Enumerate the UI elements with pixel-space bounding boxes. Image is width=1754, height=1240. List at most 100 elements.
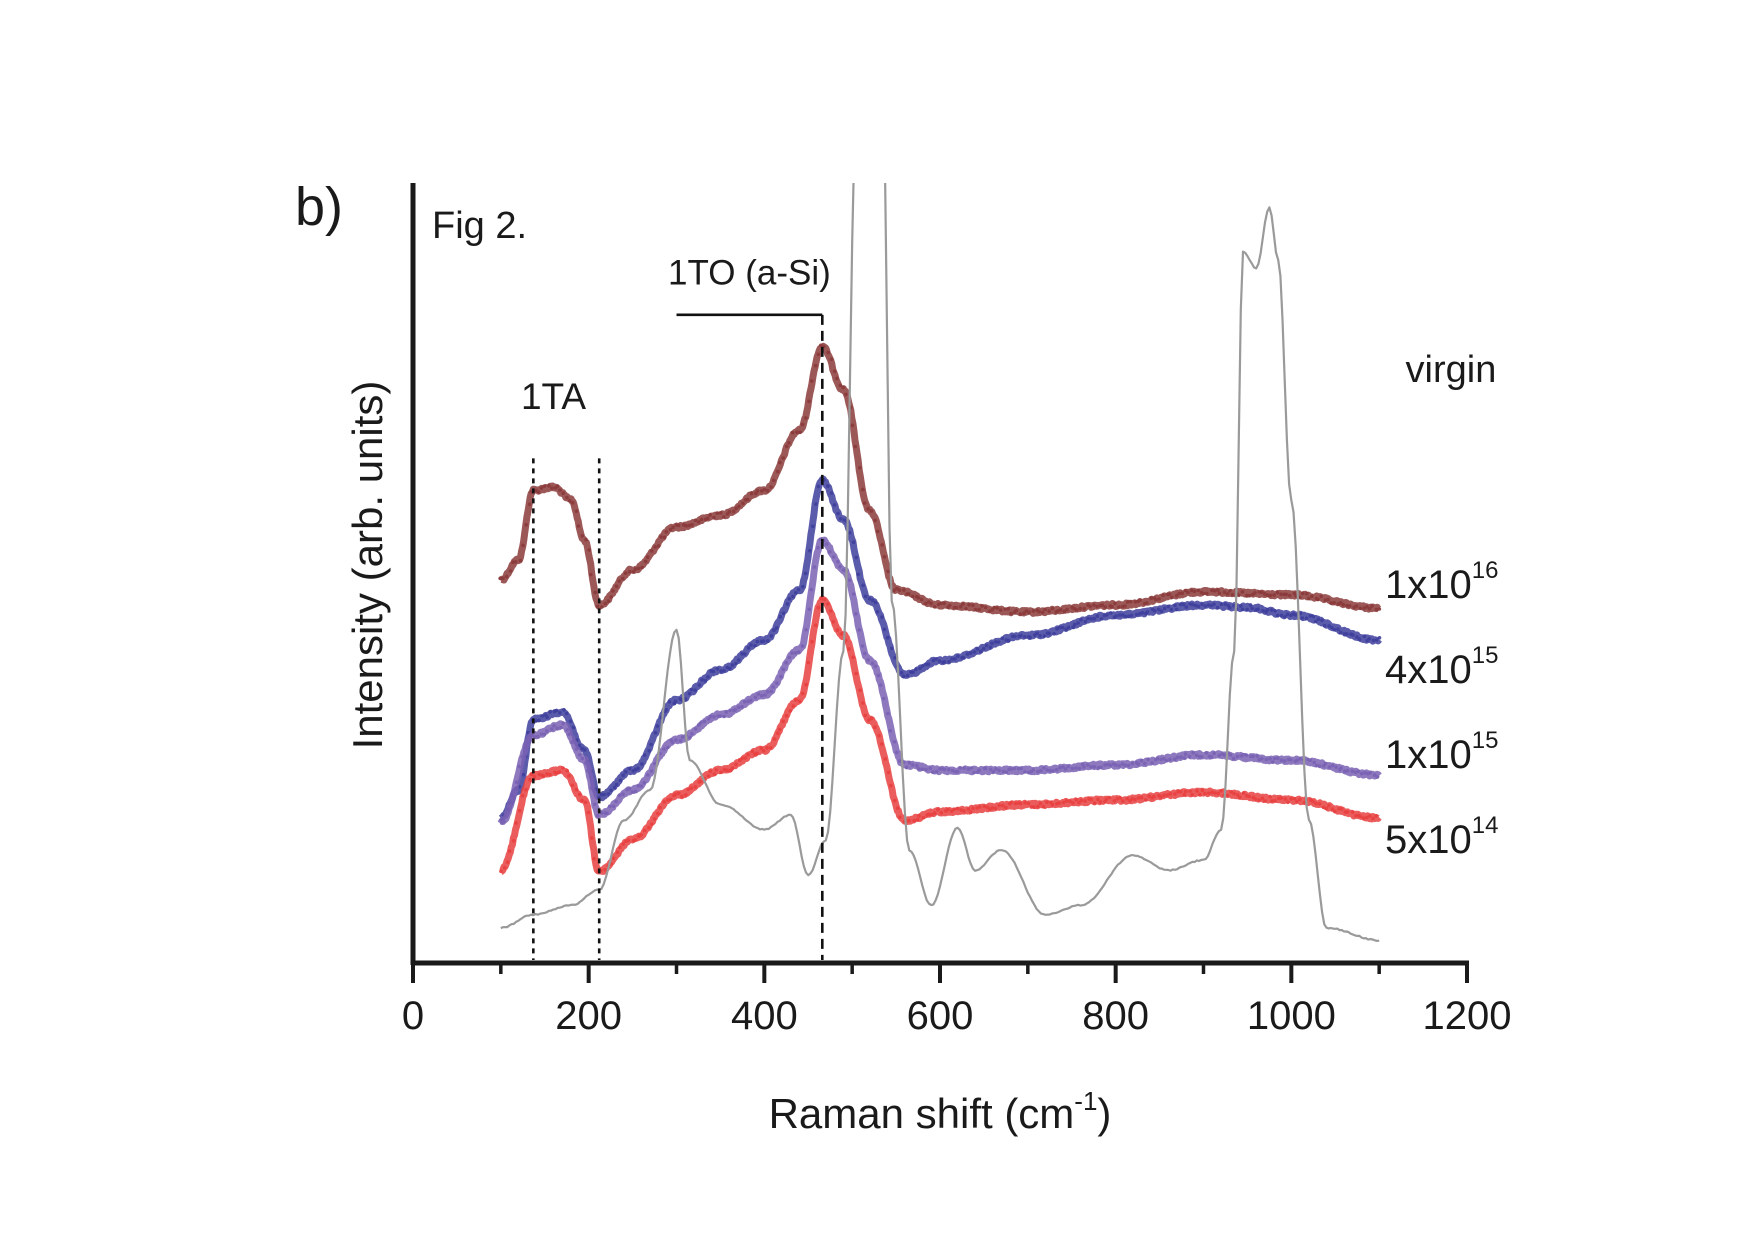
- data-point: [564, 711, 569, 716]
- data-point: [743, 756, 748, 760]
- data-point: [1337, 807, 1341, 811]
- data-point: [955, 806, 960, 811]
- data-point: [1178, 789, 1183, 794]
- data-point: [706, 774, 711, 778]
- data-point: [642, 781, 647, 785]
- data-point: [1172, 757, 1177, 762]
- data-point: [915, 763, 919, 768]
- data-point: [655, 724, 660, 728]
- data-point: [1080, 762, 1085, 767]
- data-point: [1118, 613, 1122, 617]
- data-point: [1061, 800, 1066, 805]
- data-point: [614, 782, 619, 787]
- data-point: [1113, 763, 1118, 767]
- data-point: [1085, 763, 1090, 767]
- data-point: [1082, 606, 1086, 611]
- data-point: [947, 603, 952, 608]
- data-point: [1050, 803, 1055, 807]
- data-point: [550, 727, 554, 731]
- data-point: [1308, 758, 1313, 763]
- data-point: [712, 515, 716, 520]
- data-point: [631, 570, 636, 574]
- data-point: [1188, 789, 1192, 793]
- data-point: [988, 645, 993, 650]
- data-point: [1298, 797, 1302, 802]
- data-point: [633, 567, 638, 571]
- data-point: [787, 655, 792, 660]
- data-point: [1216, 791, 1220, 796]
- data-point: [1293, 613, 1298, 617]
- data-point: [524, 523, 528, 527]
- data-point: [1336, 627, 1340, 631]
- data-point: [1152, 609, 1157, 613]
- data-point: [1330, 763, 1335, 768]
- data-point: [1182, 756, 1186, 760]
- data-point: [600, 811, 604, 815]
- data-point: [1374, 814, 1378, 818]
- data-point: [1108, 763, 1113, 767]
- data-point: [1079, 618, 1083, 622]
- data-point: [1023, 801, 1027, 805]
- data-point: [1125, 796, 1129, 801]
- data-point: [1282, 759, 1287, 763]
- data-point: [861, 701, 865, 705]
- data-point: [1099, 765, 1103, 770]
- data-point: [1130, 761, 1135, 766]
- data-point: [659, 535, 663, 539]
- data-point: [958, 604, 963, 609]
- data-point: [1236, 593, 1241, 598]
- data-point: [1042, 634, 1047, 638]
- data-point: [614, 799, 618, 804]
- data-point: [718, 511, 723, 515]
- data-point: [1045, 800, 1049, 805]
- data-point: [706, 675, 710, 679]
- data-point: [542, 484, 547, 488]
- data-point: [1123, 614, 1128, 619]
- data-point: [1365, 605, 1369, 609]
- data-point: [1074, 766, 1078, 770]
- series-label-exponent: 15: [1472, 727, 1499, 754]
- data-point: [878, 683, 883, 687]
- data-point: [583, 800, 588, 805]
- data-point: [880, 615, 884, 619]
- data-point: [890, 646, 894, 651]
- data-point: [1074, 797, 1079, 802]
- data-point: [1317, 802, 1322, 806]
- data-point: [577, 792, 582, 797]
- data-point: [981, 646, 986, 651]
- data-point: [911, 670, 915, 674]
- data-point: [1345, 632, 1349, 636]
- data-point: [722, 714, 726, 719]
- data-point: [777, 727, 782, 732]
- data-point: [746, 646, 751, 650]
- data-point: [1270, 760, 1275, 764]
- data-point: [517, 808, 522, 813]
- data-point: [977, 607, 981, 612]
- data-point: [721, 515, 726, 519]
- data-point: [1009, 800, 1013, 805]
- data-point: [1222, 753, 1227, 757]
- data-point: [954, 605, 959, 610]
- data-point: [611, 856, 616, 861]
- data-point: [1350, 769, 1355, 774]
- data-point: [1035, 631, 1039, 636]
- data-point: [781, 667, 786, 672]
- data-point: [808, 548, 812, 553]
- data-point: [867, 597, 872, 601]
- data-point: [1164, 758, 1169, 763]
- data-point: [959, 808, 963, 812]
- data-point: [1347, 604, 1352, 608]
- data-point: [851, 540, 856, 544]
- data-point: [1268, 756, 1272, 761]
- data-point: [736, 658, 741, 662]
- data-point: [760, 489, 764, 493]
- data-point: [784, 444, 789, 449]
- data-point: [1196, 604, 1201, 609]
- data-point: [715, 667, 720, 671]
- data-point: [856, 572, 860, 577]
- data-point: [647, 825, 651, 830]
- data-point: [1317, 764, 1322, 768]
- data-point: [1192, 589, 1197, 594]
- data-point: [714, 768, 719, 772]
- data-point: [996, 640, 1001, 644]
